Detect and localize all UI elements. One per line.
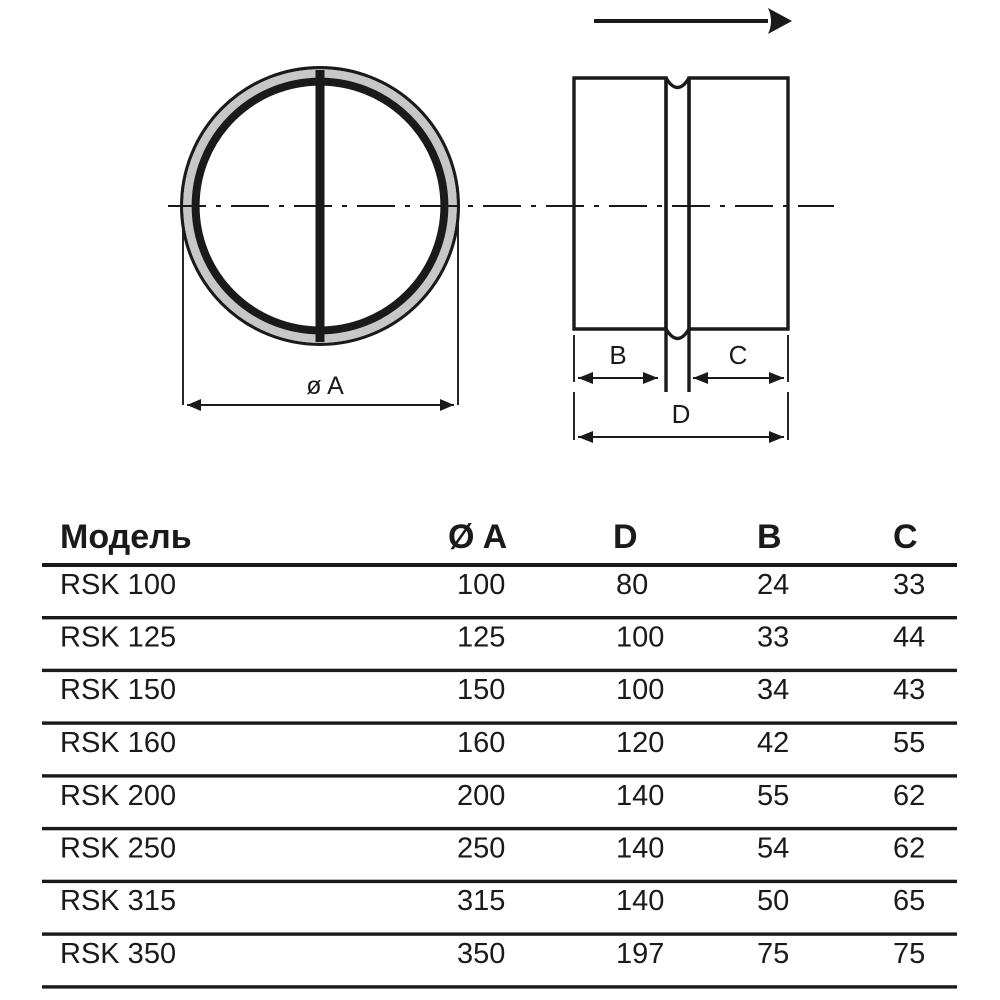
svg-text:100: 100 <box>457 569 505 601</box>
svg-text:150: 150 <box>457 674 505 706</box>
svg-text:RSK 125: RSK 125 <box>60 622 176 654</box>
svg-text:RSK 150: RSK 150 <box>60 674 176 706</box>
svg-text:C: C <box>893 518 918 556</box>
svg-text:RSK 315: RSK 315 <box>60 885 176 917</box>
svg-text:34: 34 <box>757 674 789 706</box>
svg-text:RSK 350: RSK 350 <box>60 938 176 970</box>
svg-text:75: 75 <box>893 938 925 970</box>
svg-text:140: 140 <box>616 780 664 812</box>
svg-text:54: 54 <box>757 833 789 865</box>
svg-text:D: D <box>613 518 638 556</box>
svg-text:65: 65 <box>893 885 925 917</box>
svg-text:ø A: ø A <box>306 372 344 400</box>
svg-text:140: 140 <box>616 833 664 865</box>
svg-text:33: 33 <box>893 569 925 601</box>
svg-text:80: 80 <box>616 569 648 601</box>
svg-text:62: 62 <box>893 833 925 865</box>
svg-text:350: 350 <box>457 938 505 970</box>
svg-text:50: 50 <box>757 885 789 917</box>
svg-text:100: 100 <box>616 674 664 706</box>
svg-text:42: 42 <box>757 727 789 759</box>
svg-text:43: 43 <box>893 674 925 706</box>
svg-text:C: C <box>729 340 748 370</box>
svg-text:250: 250 <box>457 833 505 865</box>
svg-text:RSK 250: RSK 250 <box>60 833 176 865</box>
svg-text:RSK 200: RSK 200 <box>60 780 176 812</box>
svg-text:125: 125 <box>457 622 505 654</box>
svg-text:RSK 160: RSK 160 <box>60 727 176 759</box>
svg-text:B: B <box>757 518 782 556</box>
svg-text:33: 33 <box>757 622 789 654</box>
svg-text:44: 44 <box>893 622 925 654</box>
svg-text:55: 55 <box>757 780 789 812</box>
svg-text:140: 140 <box>616 885 664 917</box>
svg-text:62: 62 <box>893 780 925 812</box>
svg-text:200: 200 <box>457 780 505 812</box>
svg-text:55: 55 <box>893 727 925 759</box>
svg-text:24: 24 <box>757 569 789 601</box>
svg-text:100: 100 <box>616 622 664 654</box>
svg-text:B: B <box>609 340 626 370</box>
svg-text:315: 315 <box>457 885 505 917</box>
svg-text:197: 197 <box>616 938 664 970</box>
svg-text:Ø A: Ø A <box>448 518 507 556</box>
svg-text:160: 160 <box>457 727 505 759</box>
svg-text:75: 75 <box>757 938 789 970</box>
svg-text:D: D <box>672 399 691 429</box>
svg-text:Модель: Модель <box>60 518 192 556</box>
svg-text:120: 120 <box>616 727 664 759</box>
svg-text:RSK 100: RSK 100 <box>60 569 176 601</box>
